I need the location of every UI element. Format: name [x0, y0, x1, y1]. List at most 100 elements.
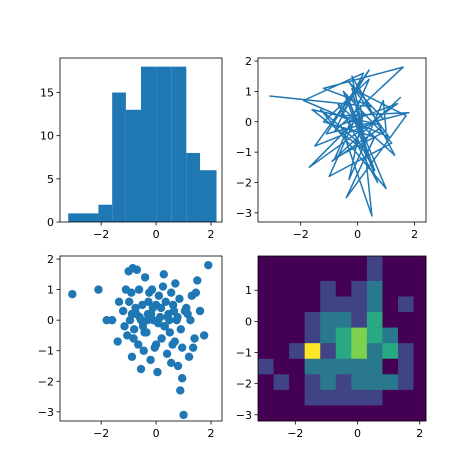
scatter-point [169, 306, 179, 316]
heatmap-cell [320, 374, 337, 391]
scatter-point [204, 260, 213, 270]
scatter-plot-panel: −2 0 2 −3 −2 −1 0 1 2 [38, 253, 223, 440]
y-tick-label: 1 [245, 85, 252, 98]
scatter-point [199, 331, 209, 340]
heatmap-cell [258, 296, 274, 313]
histogram-bar [98, 204, 113, 222]
heatmap-cell [382, 358, 399, 375]
heatmap-cell [366, 374, 383, 391]
scatter-point [165, 328, 175, 337]
heatmap-cell [335, 327, 352, 344]
heatmap-cell [335, 374, 352, 391]
scatter-point [183, 309, 192, 319]
heatmap-cell [335, 265, 352, 282]
heatmap-cell [398, 312, 414, 328]
heatmap-cell [304, 389, 321, 406]
heatmap-cell [382, 296, 399, 313]
scatter-point [144, 297, 153, 307]
heatmap-cell [258, 327, 274, 344]
heatmap-cell [366, 256, 383, 266]
heatmap-cell [335, 312, 352, 328]
y-tick-label: 15 [40, 87, 54, 100]
heatmap-cell [351, 405, 368, 422]
heatmap-cell [320, 358, 337, 375]
scatter-point [159, 270, 168, 279]
heatmap-cell [413, 405, 427, 422]
heatmap-cell [382, 389, 399, 406]
scatter-point [118, 306, 128, 316]
y-tick-label: 0 [47, 216, 54, 229]
heatmap-cell [366, 389, 383, 406]
heatmap-cell [351, 312, 368, 328]
scatter-point [151, 340, 161, 349]
heatmap-cell [366, 296, 383, 313]
heatmap-cell [413, 312, 427, 328]
scatter-point [176, 386, 185, 395]
heatmap-cell [382, 280, 399, 297]
heatmap-cell [258, 265, 274, 282]
scatter-point [134, 340, 143, 349]
y-tick-label: −2 [38, 375, 54, 388]
scatter-point [160, 322, 170, 331]
scatter-point [191, 288, 201, 297]
scatter-point [157, 334, 166, 343]
histogram-bar [186, 152, 201, 222]
histogram-bar [68, 213, 99, 222]
heatmap-cell [273, 280, 290, 297]
histogram-panel: −2 0 2 0 5 10 15 [40, 57, 223, 241]
heatmap-cell [413, 358, 427, 375]
scatter-point [168, 300, 178, 310]
scatter-point [146, 355, 155, 365]
y-tick-label: −1 [38, 345, 54, 358]
heatmap-cell [351, 256, 368, 266]
heatmap-cell [366, 405, 383, 422]
scatter-point [136, 315, 146, 325]
heatmap-cell [304, 327, 321, 344]
heatmap-cell [366, 280, 383, 297]
heatmap-cell [413, 374, 427, 391]
heatmap-cell [258, 280, 274, 297]
heatmap-cell [273, 374, 290, 391]
heatmap-cell [398, 389, 414, 406]
heatmap-cell [366, 358, 383, 375]
scatter-point [179, 410, 188, 420]
heatmap-cell [351, 327, 368, 344]
heatmap-cell [413, 265, 427, 282]
heatmap-cell [351, 374, 368, 391]
heatmap-cell [366, 343, 383, 360]
heatmap-cell [335, 358, 352, 375]
histogram-bar [141, 66, 157, 222]
x-tick-label: 0 [354, 427, 361, 440]
heatmap-cell [413, 296, 427, 313]
heatmap-cell [273, 312, 290, 328]
scatter-point [154, 291, 164, 300]
scatter-point [94, 285, 103, 294]
heatmap-cell [398, 256, 414, 266]
heatmap-cell [304, 280, 321, 297]
y-tick-label: 10 [40, 130, 54, 143]
scatter-point [156, 303, 166, 313]
x-tick-label: −2 [293, 228, 309, 241]
scatter-point [140, 328, 149, 337]
heatmap-cell [289, 312, 305, 328]
heatmap-cell [273, 265, 290, 282]
axes-frame [59, 57, 223, 223]
heatmap-cell [413, 389, 427, 406]
x-tick-label: 0 [153, 427, 160, 440]
heatmap-cell [382, 256, 399, 266]
heatmap-cell [398, 358, 414, 375]
heatmap-cell [273, 343, 290, 360]
y-tick-label: 2 [47, 253, 54, 266]
heatmap-cell [398, 296, 414, 313]
y-tick-label: −3 [236, 207, 252, 220]
heatmap-cell [320, 296, 337, 313]
series-line [269, 66, 410, 217]
scatter-point [177, 374, 187, 383]
heatmap-cell [273, 327, 290, 344]
heatmap-cell [335, 256, 352, 266]
scatter-point [134, 285, 144, 294]
scatter-point [127, 352, 137, 362]
y-tick-label: −2 [236, 378, 252, 391]
x-tick-label: 2 [416, 427, 423, 440]
